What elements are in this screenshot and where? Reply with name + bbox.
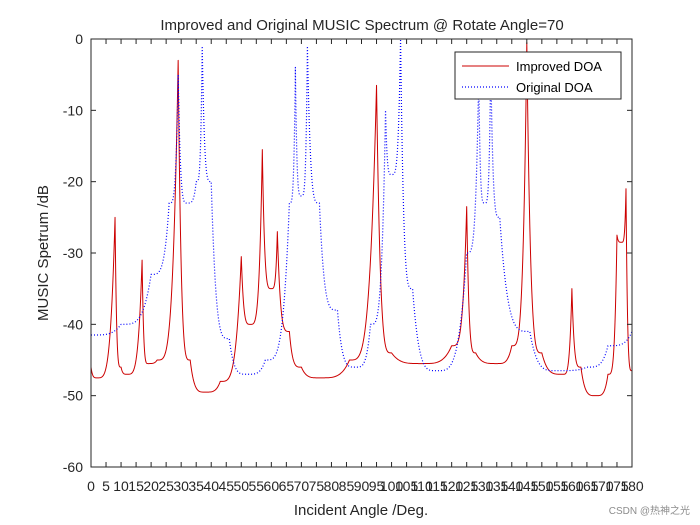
x-tick-label: 50 bbox=[233, 478, 249, 494]
x-tick-label: 75 bbox=[309, 478, 325, 494]
x-tick-label: 100 bbox=[380, 478, 404, 494]
series-layer bbox=[91, 39, 632, 397]
x-tick-label: 55 bbox=[249, 478, 265, 494]
x-tick-label: 160 bbox=[560, 478, 584, 494]
x-tick-label: 30 bbox=[173, 478, 189, 494]
x-tick-label: 40 bbox=[203, 478, 219, 494]
y-tick-label: -60 bbox=[63, 459, 83, 475]
y-tick-label: 0 bbox=[75, 31, 83, 47]
y-tick-label: -30 bbox=[63, 245, 83, 261]
x-tick-label: 70 bbox=[294, 478, 310, 494]
legend-label-original-doa: Original DOA bbox=[516, 80, 593, 95]
y-tick-label: -10 bbox=[63, 102, 83, 118]
x-tick-label: 10 bbox=[113, 478, 129, 494]
x-tick-label: 65 bbox=[279, 478, 295, 494]
x-tick-label: 140 bbox=[500, 478, 524, 494]
x-tick-label: 45 bbox=[218, 478, 234, 494]
x-tick-label: 125 bbox=[455, 478, 479, 494]
x-tick-label: 35 bbox=[188, 478, 204, 494]
x-tick-label: 0 bbox=[87, 478, 95, 494]
y-axis-ticks: 0 -10 -20 -30 -40 -50 -60 bbox=[63, 31, 632, 475]
plot-area bbox=[91, 39, 632, 467]
series-line-original-doa bbox=[91, 39, 632, 375]
x-tick-label: 105 bbox=[395, 478, 419, 494]
y-tick-label: -50 bbox=[63, 388, 83, 404]
legend-label-improved-doa: Improved DOA bbox=[516, 59, 602, 74]
x-tick-label: 120 bbox=[440, 478, 464, 494]
y-tick-label: -20 bbox=[63, 174, 83, 190]
x-tick-label: 175 bbox=[605, 478, 629, 494]
x-tick-label: 80 bbox=[324, 478, 340, 494]
x-tick-label: 25 bbox=[158, 478, 174, 494]
x-tick-label: 15 bbox=[128, 478, 144, 494]
legend-box bbox=[454, 51, 622, 100]
x-tick-label: 115 bbox=[425, 478, 448, 494]
x-tick-label: 130 bbox=[470, 478, 494, 494]
y-axis-label: MUSIC Spetrum /dB bbox=[35, 185, 52, 321]
x-tick-label: 170 bbox=[590, 478, 614, 494]
x-tick-label: 90 bbox=[354, 478, 370, 494]
x-tick-label: 135 bbox=[485, 478, 509, 494]
x-axis-label: Incident Angle /Deg. bbox=[294, 502, 428, 519]
x-tick-label: 20 bbox=[143, 478, 159, 494]
x-axis-ticks: 0 5 10 15 20 25 30 35 40 45 50 55 60 65 70 75 80 85 90 9510… bbox=[87, 39, 644, 494]
watermark: CSDN @热神之光 bbox=[609, 504, 690, 517]
chart-title: Improved and Original MUSIC Spectrum @ R… bbox=[160, 17, 563, 34]
x-tick-label: 110 bbox=[410, 478, 433, 494]
x-tick-label: 85 bbox=[339, 478, 355, 494]
x-tick-label: 145 bbox=[515, 478, 539, 494]
x-tick-label: 95 bbox=[369, 478, 385, 494]
x-tick-label: 165 bbox=[575, 478, 599, 494]
y-tick-label: -40 bbox=[63, 316, 83, 332]
x-tick-label: 150 bbox=[530, 478, 554, 494]
x-tick-label: 180 bbox=[620, 478, 644, 494]
x-tick-label: 155 bbox=[545, 478, 569, 494]
x-tick-label: 60 bbox=[264, 478, 280, 494]
series-line-improved-doa bbox=[91, 42, 632, 397]
legend: Improved DOA Original DOA bbox=[454, 51, 622, 100]
x-tick-label: 5 bbox=[102, 478, 110, 494]
